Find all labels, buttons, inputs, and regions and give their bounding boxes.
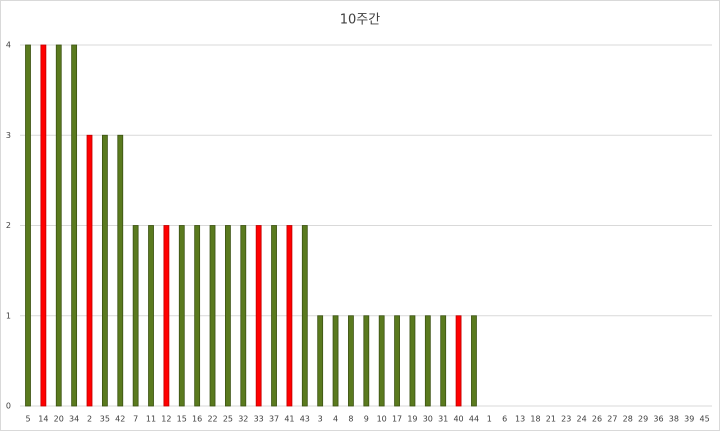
- bar: [301, 225, 308, 407]
- x-tick-label: 10: [377, 415, 387, 424]
- bar: [471, 315, 477, 407]
- bar: [348, 315, 354, 407]
- bar: [25, 44, 31, 407]
- x-tick-label: 41: [284, 415, 294, 424]
- bar: [455, 315, 462, 407]
- x-tick-label: 18: [530, 415, 540, 424]
- bar: [163, 225, 170, 407]
- bar: [255, 225, 262, 407]
- bar: [378, 315, 385, 407]
- x-tick-label: 30: [423, 415, 433, 424]
- x-tick-label: 2: [87, 415, 92, 424]
- y-tick-label: 2: [6, 221, 11, 230]
- bar: [317, 315, 324, 407]
- x-tick-label: 28: [623, 415, 633, 424]
- y-tick-label: 3: [6, 131, 11, 140]
- x-tick-label: 5: [25, 415, 30, 424]
- x-tick-label: 33: [254, 415, 264, 424]
- x-tick-label: 42: [115, 415, 125, 424]
- x-tick-label: 36: [653, 415, 663, 424]
- x-tick-label: 7: [133, 415, 138, 424]
- x-tick-label: 40: [453, 415, 463, 424]
- bar: [178, 225, 185, 407]
- bar: [71, 44, 78, 407]
- x-tick-label: 20: [54, 415, 64, 424]
- x-tick-label: 8: [348, 415, 353, 424]
- x-tick-label: 32: [238, 415, 248, 424]
- bar: [394, 315, 400, 407]
- x-tick-label: 23: [561, 415, 571, 424]
- x-tick-label: 13: [515, 415, 525, 424]
- x-tick-label: 3: [318, 415, 323, 424]
- x-tick-label: 21: [546, 415, 556, 424]
- x-tick-label: 14: [38, 415, 48, 424]
- x-tick-label: 31: [438, 415, 448, 424]
- bar: [271, 225, 277, 407]
- bar: [240, 225, 247, 407]
- y-tick-label: 1: [6, 311, 11, 320]
- x-tick-label: 44: [469, 415, 479, 424]
- x-tick-label: 15: [177, 415, 187, 424]
- x-tick-label: 43: [300, 415, 310, 424]
- bar: [209, 225, 216, 407]
- x-tick-label: 1: [487, 415, 492, 424]
- x-tick-label: 29: [638, 415, 648, 424]
- bar: [363, 315, 370, 407]
- bar: [148, 225, 154, 407]
- x-tick-label: 11: [146, 415, 156, 424]
- x-tick-label: 24: [577, 415, 587, 424]
- x-tick-label: 27: [607, 415, 617, 424]
- bar: [440, 315, 447, 407]
- x-tick-label: 16: [192, 415, 202, 424]
- x-tick-label: 25: [223, 415, 233, 424]
- x-tick-label: 22: [207, 415, 217, 424]
- y-tick-label: 0: [6, 402, 11, 411]
- x-tick-label: 38: [669, 415, 679, 424]
- x-tick-label: 12: [161, 415, 171, 424]
- bar: [132, 225, 139, 407]
- bar: [194, 225, 201, 407]
- x-tick-label: 34: [69, 415, 79, 424]
- bar: [40, 44, 47, 407]
- x-tick-label: 19: [407, 415, 417, 424]
- bar: [286, 225, 293, 407]
- bar: [55, 44, 62, 407]
- x-tick-label: 37: [269, 415, 279, 424]
- bar: [101, 134, 108, 407]
- x-tick-label: 26: [592, 415, 602, 424]
- bar: [225, 225, 231, 407]
- bar: [86, 134, 93, 407]
- chart-title: 10주간: [340, 13, 381, 28]
- x-tick-label: 6: [502, 415, 507, 424]
- x-tick-label: 9: [364, 415, 369, 424]
- bar: [117, 134, 124, 407]
- x-tick-label: 17: [392, 415, 402, 424]
- x-tick-label: 4: [333, 415, 338, 424]
- x-tick-label: 35: [100, 415, 110, 424]
- bar: [424, 315, 431, 407]
- bar: [332, 315, 339, 407]
- x-tick-label: 45: [700, 415, 710, 424]
- y-tick-label: 4: [6, 41, 11, 50]
- bar: [409, 315, 416, 407]
- x-tick-label: 39: [684, 415, 694, 424]
